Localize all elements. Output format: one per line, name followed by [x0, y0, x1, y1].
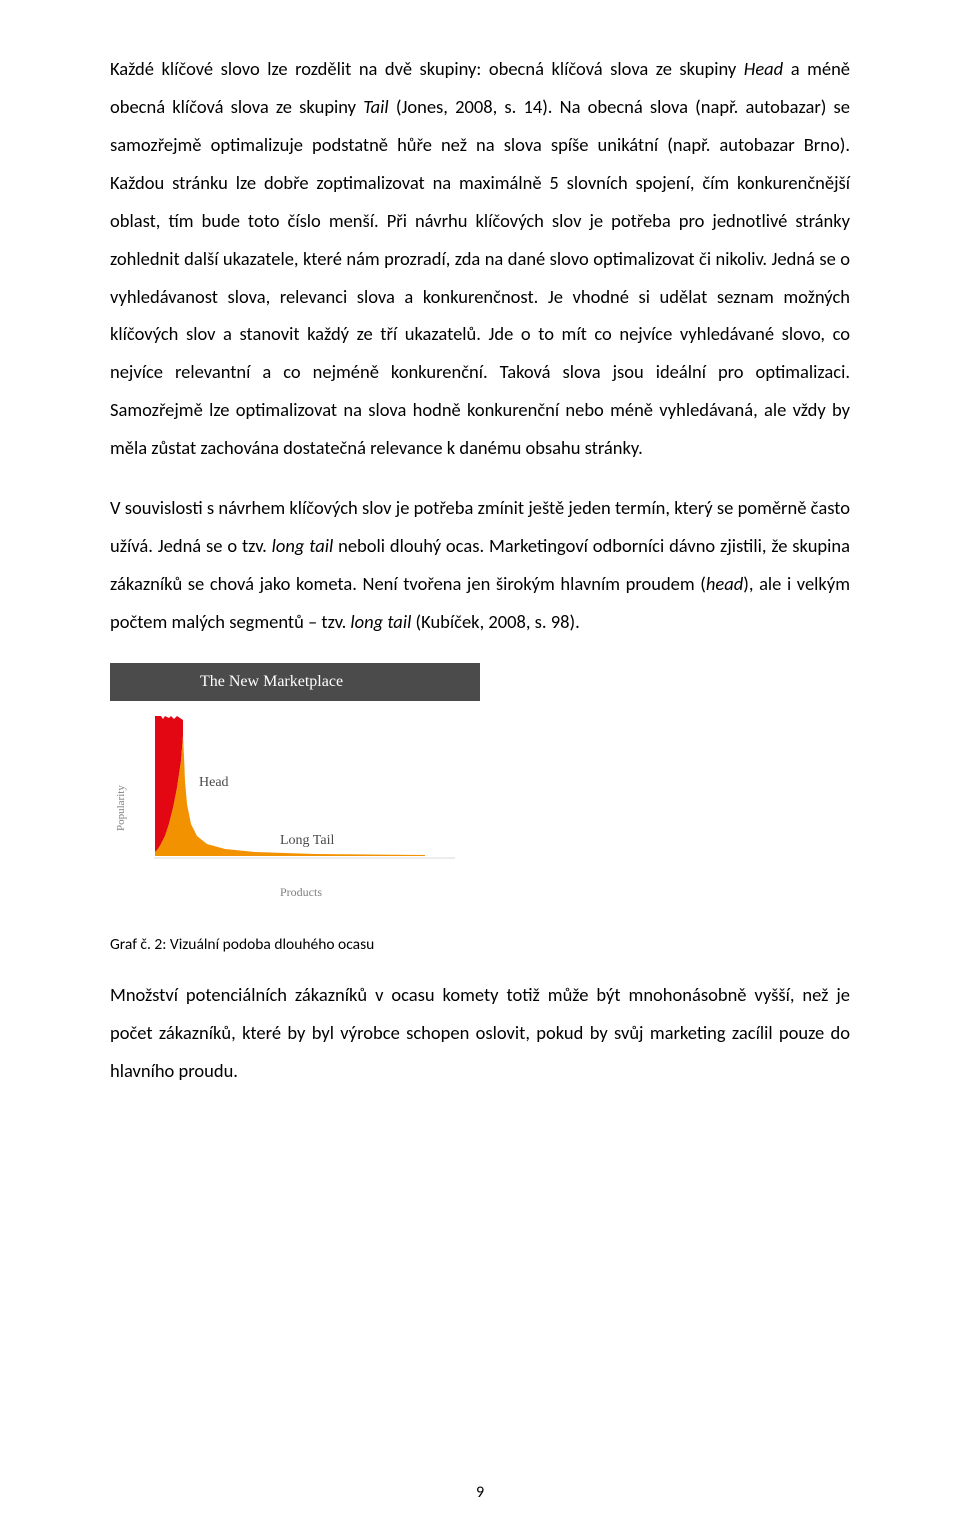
chart-plot-area: Head Long Tail — [154, 716, 455, 858]
long-tail-chart: The New Marketplace Popularity Head Long… — [110, 663, 480, 911]
p1-text-a: Každé klíčové slovo lze rozdělit na dvě … — [110, 57, 744, 80]
p1-tail-italic: Tail — [363, 95, 388, 118]
paragraph-3: Množství potenciálních zákazníků v ocasu… — [110, 976, 850, 1090]
paragraph-2: V souvislosti s návrhem klíčových slov j… — [110, 489, 850, 641]
chart-tail-label: Long Tail — [280, 833, 334, 848]
chart-body: Popularity Head Long Tail Products — [110, 701, 480, 911]
p2-text-d: (Kubíček, 2008, s. 98). — [411, 610, 579, 633]
chart-caption: Graf č. 2: Vizuální podoba dlouhého ocas… — [110, 935, 850, 954]
paragraph-1: Každé klíčové slovo lze rozdělit na dvě … — [110, 50, 850, 467]
p1-text-c: (Jones, 2008, s. 14). Na obecná slova (n… — [110, 95, 850, 459]
p2-head-italic: head — [706, 572, 743, 595]
chart-x-axis-label: Products — [280, 885, 322, 899]
page-number: 9 — [0, 1483, 960, 1502]
p1-head-italic: Head — [744, 57, 783, 80]
chart-svg: Popularity Head Long Tail Products — [110, 701, 480, 911]
chart-titlebar: The New Marketplace — [110, 663, 480, 701]
p2-longtail-1: long tail — [272, 534, 334, 557]
chart-y-axis-label: Popularity — [115, 784, 127, 830]
p2-longtail-2: long tail — [350, 610, 411, 633]
page: Každé klíčové slovo lze rozdělit na dvě … — [0, 0, 960, 1528]
chart-head-label: Head — [199, 775, 229, 790]
